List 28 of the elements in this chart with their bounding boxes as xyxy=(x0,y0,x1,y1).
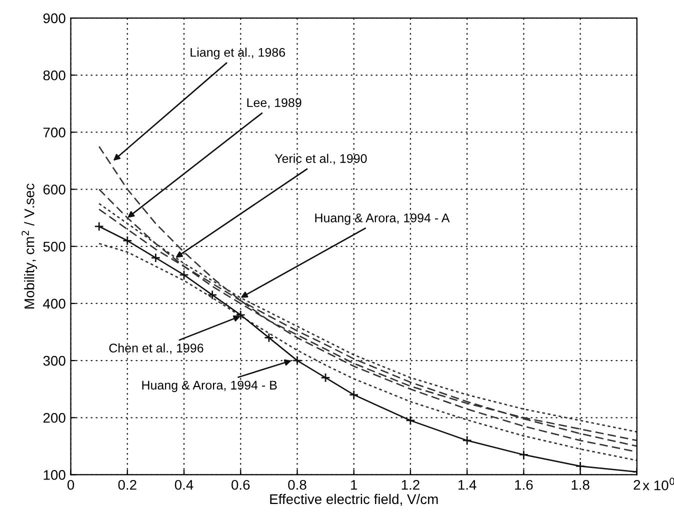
y-tick-label: 100 xyxy=(44,470,66,480)
y-tick-label: 200 xyxy=(43,412,66,423)
x-tick-label: 1.8 xyxy=(572,480,590,490)
x-tick-label: 1 xyxy=(351,480,358,490)
y-tick-label: 600 xyxy=(43,184,66,194)
annotation: Yeric et al., 1990 xyxy=(274,154,367,164)
x-tick-label: 1.4 xyxy=(458,480,476,490)
y-tick-label: 900 xyxy=(43,13,66,24)
annotation: Huang & Arora, 1994 - A xyxy=(315,213,450,225)
y-axis-title: Mobility, cm$^{2}$ / V.sec xyxy=(22,184,38,308)
x-tick-label: 0.4 xyxy=(174,480,194,490)
y-tick-label: 400 xyxy=(43,298,66,309)
y-tick-label: 500 xyxy=(43,242,66,252)
y-tick-label: 300 xyxy=(43,356,66,366)
x-tick-label: 0.8 xyxy=(288,480,306,490)
annotation: Chen et al., 1996 xyxy=(109,343,204,354)
x-axis-title: Effective electric field, V/cm xyxy=(270,494,438,506)
x-tick-label: 1.6 xyxy=(515,480,533,490)
y-tick-label: 800 xyxy=(43,70,66,80)
annotation: Lee, 1989 xyxy=(247,98,302,109)
x-tick-label: 1.2 xyxy=(402,480,420,490)
y-tick-label: 700 xyxy=(43,128,66,138)
x-tick-label: 2 xyxy=(634,480,640,490)
x-tick-label: 0.2 xyxy=(118,480,136,490)
annotation: Liang et al., 1986 xyxy=(190,48,286,60)
x-tick-label: 0 xyxy=(67,480,74,490)
x-tick-label: 0.6 xyxy=(232,480,250,490)
annotation: Huang & Arora, 1994 - B xyxy=(142,380,277,392)
